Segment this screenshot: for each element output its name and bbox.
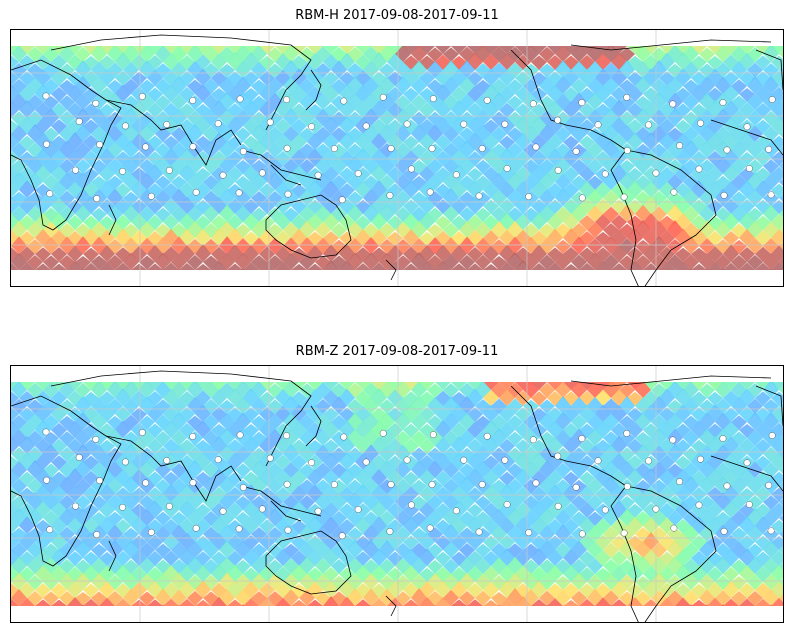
graticule	[11, 366, 783, 622]
map-canvas-bottom	[11, 366, 783, 622]
map-panel-bottom: RBM-Z 2017-09-08-2017-09-11	[0, 336, 794, 633]
map-title-top: RBM-H 2017-09-08-2017-09-11	[295, 8, 499, 23]
station-markers	[42, 428, 776, 540]
map-frame-top	[10, 29, 784, 287]
coastlines	[11, 34, 783, 286]
map-panel-top: RBM-H 2017-09-08-2017-09-11	[0, 0, 794, 300]
map-title-bottom: RBM-Z 2017-09-08-2017-09-11	[295, 344, 499, 359]
station-markers	[42, 92, 776, 204]
data-field	[11, 382, 783, 606]
map-frame-bottom	[10, 365, 784, 623]
map-canvas-top	[11, 30, 783, 286]
data-field	[11, 46, 783, 270]
graticule	[11, 30, 783, 286]
